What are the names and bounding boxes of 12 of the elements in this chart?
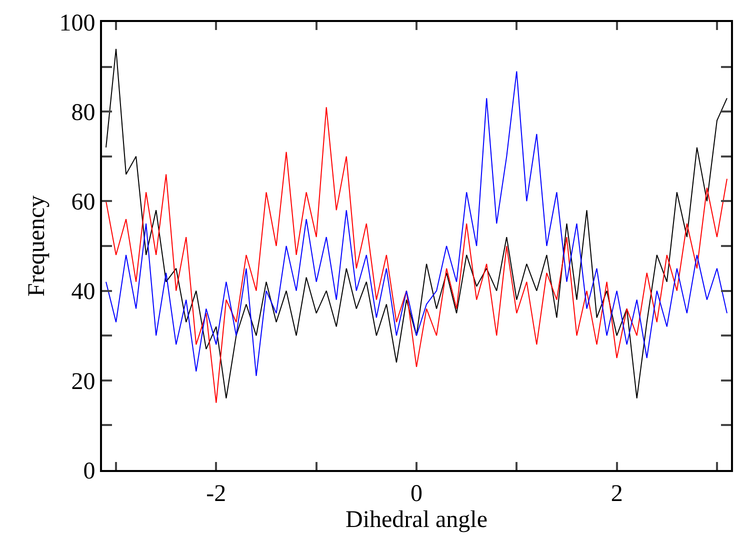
x-tick-label: 0 bbox=[410, 480, 422, 507]
y-axis-title: Frequency bbox=[24, 195, 50, 297]
y-tick-label: 80 bbox=[71, 100, 96, 126]
x-axis-title: Dihedral angle bbox=[346, 506, 488, 533]
x-tick-label: -2 bbox=[206, 480, 226, 507]
line-series bbox=[106, 106, 728, 404]
y-tick-label: 40 bbox=[71, 279, 96, 306]
y-tick-label: 100 bbox=[59, 10, 96, 36]
y-tick-label: 60 bbox=[71, 190, 96, 216]
y-tick-label: 0 bbox=[83, 458, 96, 484]
y-tick-label: 20 bbox=[71, 368, 96, 395]
x-tick-label: 2 bbox=[610, 480, 623, 507]
